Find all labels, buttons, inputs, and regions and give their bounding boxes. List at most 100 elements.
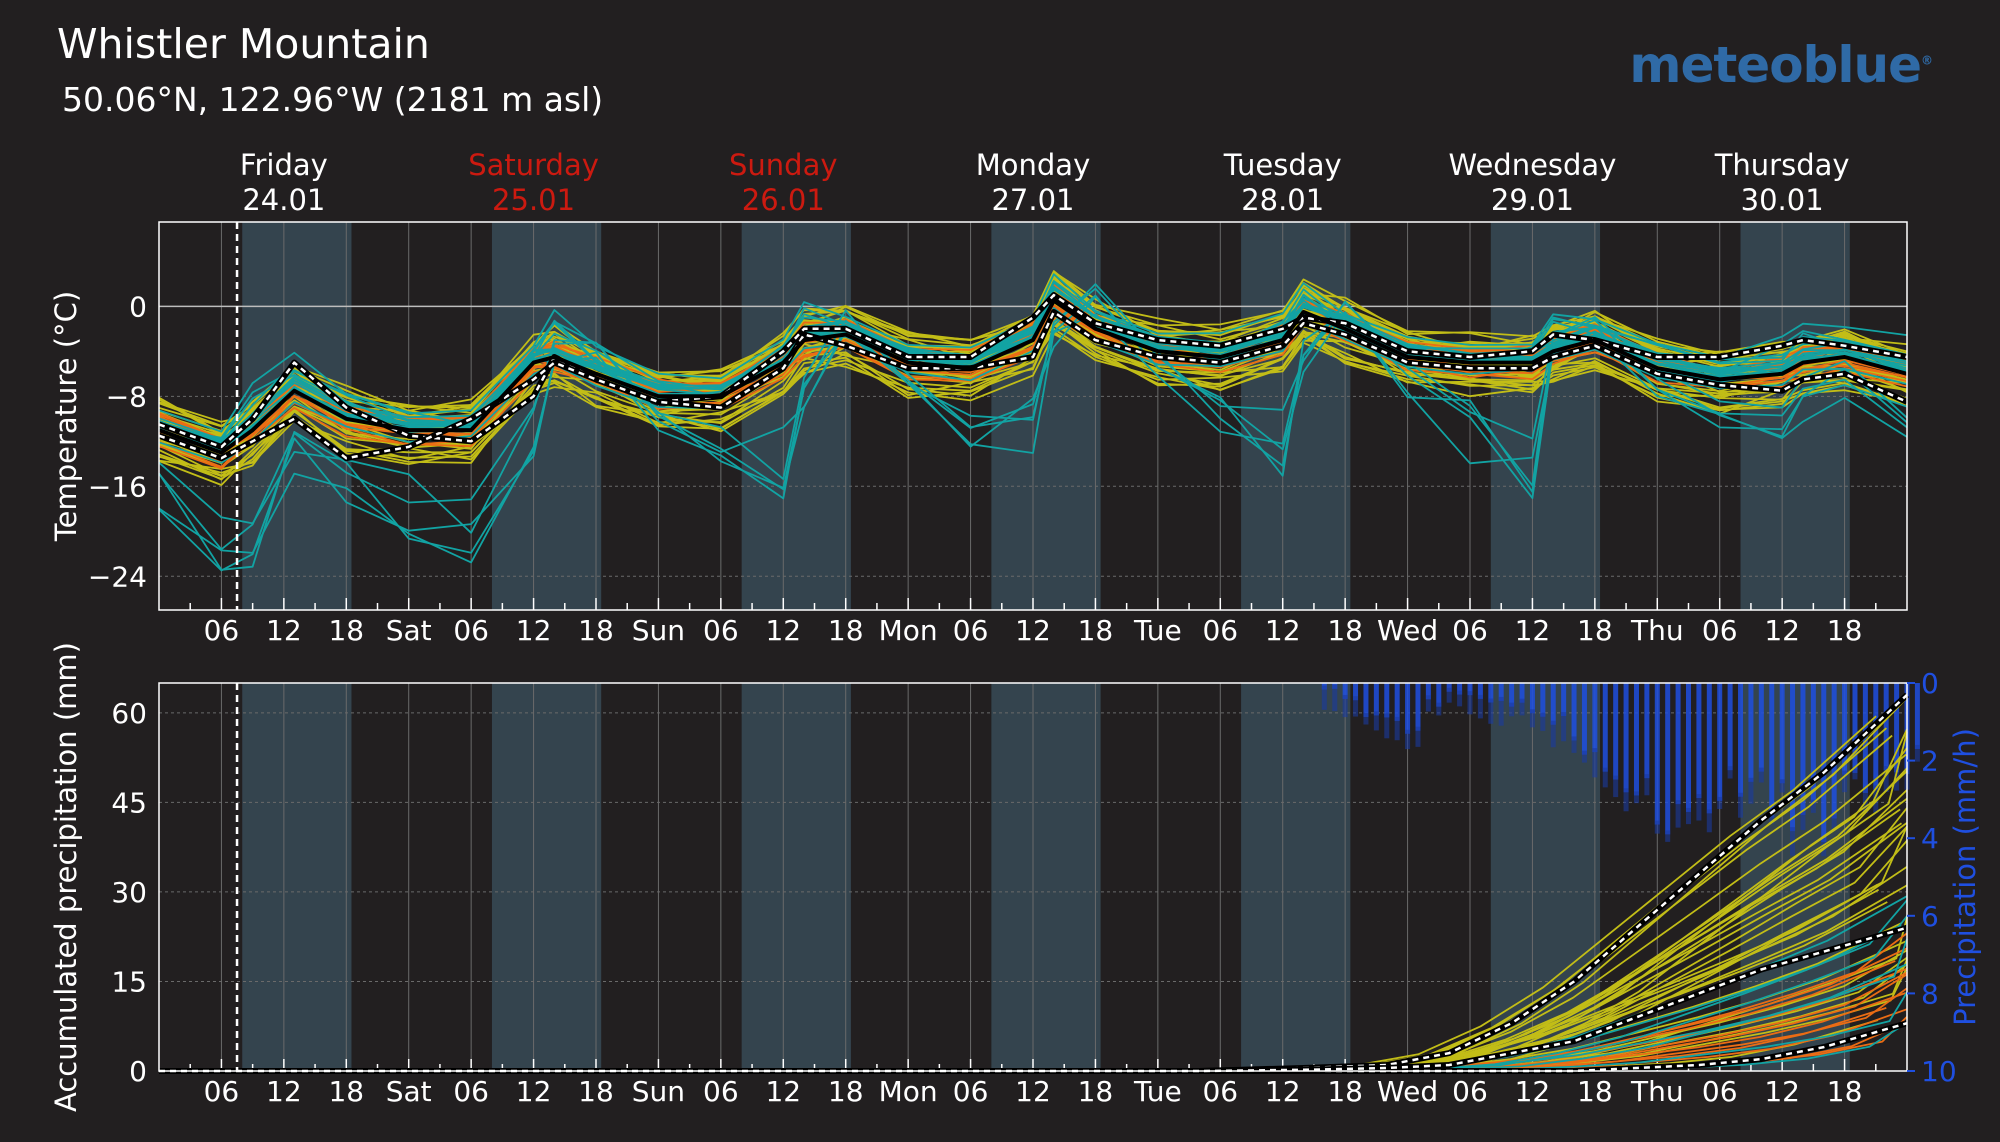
precip-rate-bar — [1779, 683, 1785, 784]
precip-rate-axis-label: Precipitation (mm/h) — [1948, 728, 1982, 1026]
temperature-x-tick-label: 06 — [453, 614, 489, 647]
precip-rate-bar — [1529, 683, 1535, 714]
precip-rate-spread — [1779, 779, 1785, 793]
temperature-x-tick-label: 06 — [1452, 614, 1488, 647]
precip-rate-spread — [1602, 767, 1608, 788]
precip-rate-bar — [1644, 683, 1650, 779]
precip-rate-bar — [1457, 683, 1463, 695]
precip-rate-tick-label: 6 — [1921, 900, 1939, 933]
temperature-plot-frame — [158, 221, 1908, 611]
precip-x-tick-label: 12 — [765, 1075, 801, 1108]
precip-rate-bar — [1550, 683, 1556, 725]
temperature-x-tick-label: 12 — [1764, 614, 1800, 647]
precip-rate-spread — [1613, 775, 1619, 798]
temperature-x-tick-label: 06 — [703, 614, 739, 647]
precip-rate-bar — [1800, 683, 1806, 815]
precip-rate-bar — [1488, 683, 1494, 703]
precip-rate-spread — [1914, 744, 1920, 762]
precip-rate-bar — [1675, 683, 1681, 805]
daytime-band — [1241, 222, 1351, 610]
temperature-x-tick-label: 12 — [516, 614, 552, 647]
precip-rate-bar — [1842, 683, 1848, 775]
precip-rate-spread — [1332, 684, 1338, 712]
temperature-x-tick-label: 06 — [1702, 614, 1738, 647]
precip-axis-label: Accumulated precipitation (mm) — [49, 642, 83, 1112]
precip-rate-tick-label: 2 — [1921, 745, 1939, 778]
temperature-x-tick-label: 06 — [953, 614, 989, 647]
temperature-x-tick-label: Sat — [386, 614, 432, 647]
temperature-x-tick-label: 12 — [1015, 614, 1051, 647]
precip-rate-bar — [1790, 683, 1796, 832]
meteoblue-logo: meteoblue® — [1629, 36, 1933, 94]
precip-rate-bar — [1696, 683, 1702, 799]
precip-rate-bar — [1894, 683, 1900, 773]
temperature-x-tick-label: 12 — [266, 614, 302, 647]
precip-rate-bar — [1769, 683, 1775, 818]
precip-rate-spread — [1353, 696, 1359, 717]
temperature-x-tick-label: 06 — [204, 614, 240, 647]
daytime-band — [242, 683, 352, 1071]
precip-rate-bar — [1467, 683, 1473, 696]
precip-rate-bar — [1342, 683, 1348, 699]
temperature-ensemble-member — [158, 273, 1908, 433]
precip-tick-label: 30 — [111, 876, 147, 909]
precip-rate-spread — [1384, 713, 1390, 739]
precip-rate-spread — [1571, 736, 1577, 753]
day-date-monday: 27.01 — [991, 183, 1074, 217]
precip-rate-bar — [1717, 683, 1723, 801]
precip-x-tick-label: 06 — [1202, 1075, 1238, 1108]
temperature-x-tick-label: 12 — [765, 614, 801, 647]
daytime-band — [1490, 222, 1601, 610]
precip-rate-bar — [1654, 683, 1660, 825]
precip-rate-spread — [1748, 777, 1754, 804]
temperature-tick-label: 0 — [129, 290, 147, 323]
precip-rate-spread — [1529, 709, 1535, 728]
precip-rate-spread — [1342, 694, 1348, 718]
precip-rate-bar — [1353, 683, 1359, 701]
precip-rate-spread — [1561, 712, 1567, 742]
temperature-x-tick-label: Tue — [1133, 614, 1182, 647]
precip-rate-bar — [1831, 683, 1837, 819]
precip-rate-bar — [1509, 683, 1515, 707]
precip-rate-spread — [1457, 690, 1463, 707]
precip-tick-label: 45 — [111, 786, 147, 819]
precip-rate-bar — [1810, 683, 1816, 804]
temperature-x-tick-label: 18 — [1577, 614, 1613, 647]
temperature-x-tick-label: 06 — [1202, 614, 1238, 647]
temperature-quantile-line — [158, 310, 1908, 460]
temperature-axis-label: Temperature (°C) — [49, 291, 83, 542]
precip-rate-bar — [1394, 683, 1400, 721]
precip-rate-bar — [1883, 683, 1889, 771]
day-date-thursday: 30.01 — [1741, 183, 1824, 217]
precip-rate-spread — [1665, 830, 1671, 842]
precip-x-tick-label: 06 — [453, 1075, 489, 1108]
precip-x-tick-label: Mon — [879, 1075, 938, 1108]
precip-rate-tick-label: 10 — [1921, 1055, 1957, 1088]
precip-rate-spread — [1415, 726, 1421, 747]
precip-rate-bar — [1436, 683, 1442, 707]
precip-rate-bar — [1633, 683, 1639, 796]
day-name-sunday: Sunday — [729, 148, 838, 182]
precip-x-tick-label: 12 — [516, 1075, 552, 1108]
precipitation-panel — [189, 683, 1877, 1071]
precip-x-tick-label: 12 — [1015, 1075, 1051, 1108]
location-title: Whistler Mountain — [57, 20, 430, 68]
precip-rate-spread — [1644, 774, 1650, 796]
precip-rate-bar — [1363, 683, 1369, 717]
precip-rate-bar — [1613, 683, 1619, 780]
precip-tick-label: 0 — [129, 1055, 147, 1088]
precip-rate-bar — [1405, 683, 1411, 734]
precip-x-tick-label: 12 — [1764, 1075, 1800, 1108]
precip-rate-spread — [1706, 809, 1712, 833]
day-name-monday: Monday — [976, 148, 1091, 182]
precip-rate-spread — [1769, 813, 1775, 824]
precip-x-tick-label: 06 — [703, 1075, 739, 1108]
precip-rate-spread — [1550, 720, 1556, 748]
day-date-wednesday: 29.01 — [1491, 183, 1574, 217]
temperature-x-tick-label: 18 — [1327, 614, 1363, 647]
daytime-band — [491, 683, 602, 1071]
precip-tick-label: 60 — [111, 697, 147, 730]
precip-plot-frame — [158, 682, 1908, 1072]
precip-rate-bar — [1498, 683, 1504, 701]
